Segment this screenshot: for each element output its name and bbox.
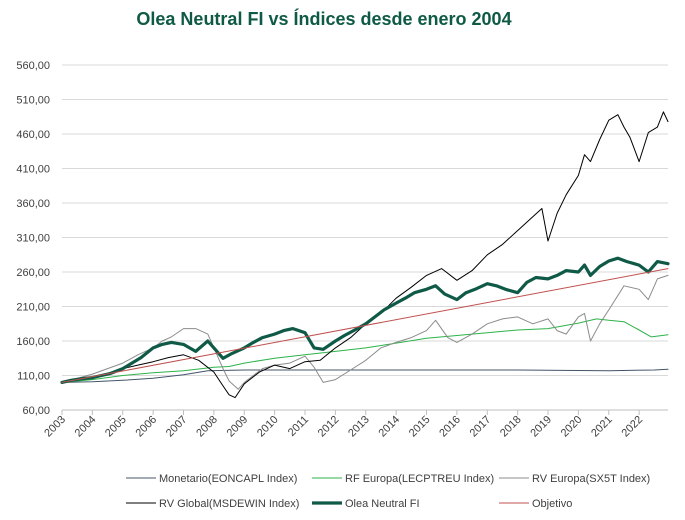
x-tick-label: 2014 bbox=[376, 414, 402, 440]
series-line bbox=[61, 111, 669, 399]
x-tick-label: 2009 bbox=[225, 414, 251, 440]
y-tick-label: 260,00 bbox=[16, 267, 50, 279]
x-tick-label: 2004 bbox=[73, 414, 99, 440]
y-tick-label: 160,00 bbox=[16, 336, 50, 348]
y-axis: 560,00 510,00 460,00 410,00 360,00 310,00 260,… bbox=[16, 60, 50, 417]
series-lines bbox=[60, 111, 670, 399]
x-tick-label: 2008 bbox=[194, 414, 220, 440]
x-tick-label: 2018 bbox=[498, 414, 524, 440]
x-tick-label: 2011 bbox=[286, 414, 311, 439]
x-tick-label: 2021 bbox=[589, 414, 615, 440]
x-tick-label: 2022 bbox=[619, 414, 645, 440]
series-line bbox=[61, 368, 669, 383]
y-tick-label: 110,00 bbox=[17, 371, 50, 383]
y-tick-label: 360,00 bbox=[16, 198, 50, 210]
x-tick-label: 2019 bbox=[528, 414, 554, 440]
x-tick-label: 2006 bbox=[133, 414, 159, 440]
legend: Monetario(EONCAPL Index) RF Europa(LECPTR… bbox=[126, 473, 650, 510]
gridlines bbox=[62, 64, 668, 411]
y-tick-label: 60,00 bbox=[22, 405, 50, 417]
legend-label: RF Europa(LECPTREU Index) bbox=[345, 473, 494, 485]
chart-title: Olea Neutral FI vs Índices desde enero 2… bbox=[136, 8, 511, 29]
x-tick-label: 2010 bbox=[255, 414, 281, 440]
x-tick-label: 2020 bbox=[559, 414, 585, 440]
y-tick-label: 510,00 bbox=[16, 95, 50, 107]
x-tick-label: 2013 bbox=[346, 414, 372, 440]
series-line bbox=[60, 256, 670, 384]
y-tick-label: 410,00 bbox=[16, 164, 50, 176]
y-tick-label: 310,00 bbox=[16, 233, 50, 245]
x-tick-label: 2003 bbox=[42, 414, 68, 440]
legend-label: RV Global(MSDEWIN Index) bbox=[159, 498, 299, 510]
x-axis: 2003 2004 2005 2006 2007 2008 2009 2010 2011 2012… bbox=[42, 409, 668, 440]
legend-label: Olea Neutral FI bbox=[345, 498, 420, 510]
x-tick-label: 2015 bbox=[407, 414, 433, 440]
series-line bbox=[61, 268, 669, 383]
legend-label: Monetario(EONCAPL Index) bbox=[159, 473, 297, 485]
x-tick-label: 2017 bbox=[468, 414, 494, 440]
x-tick-label: 2005 bbox=[103, 414, 129, 440]
legend-label: RV Europa(SX5T Index) bbox=[532, 473, 650, 485]
series-line bbox=[61, 274, 669, 390]
y-tick-label: 460,00 bbox=[16, 129, 50, 141]
x-tick-label: 2007 bbox=[164, 414, 190, 440]
legend-label: Objetivo bbox=[532, 498, 572, 510]
y-tick-label: 560,00 bbox=[16, 60, 50, 72]
x-tick-label: 2016 bbox=[437, 414, 463, 440]
x-tick-label: 2012 bbox=[316, 414, 342, 440]
y-tick-label: 210,00 bbox=[16, 302, 50, 314]
series-line bbox=[61, 318, 669, 383]
